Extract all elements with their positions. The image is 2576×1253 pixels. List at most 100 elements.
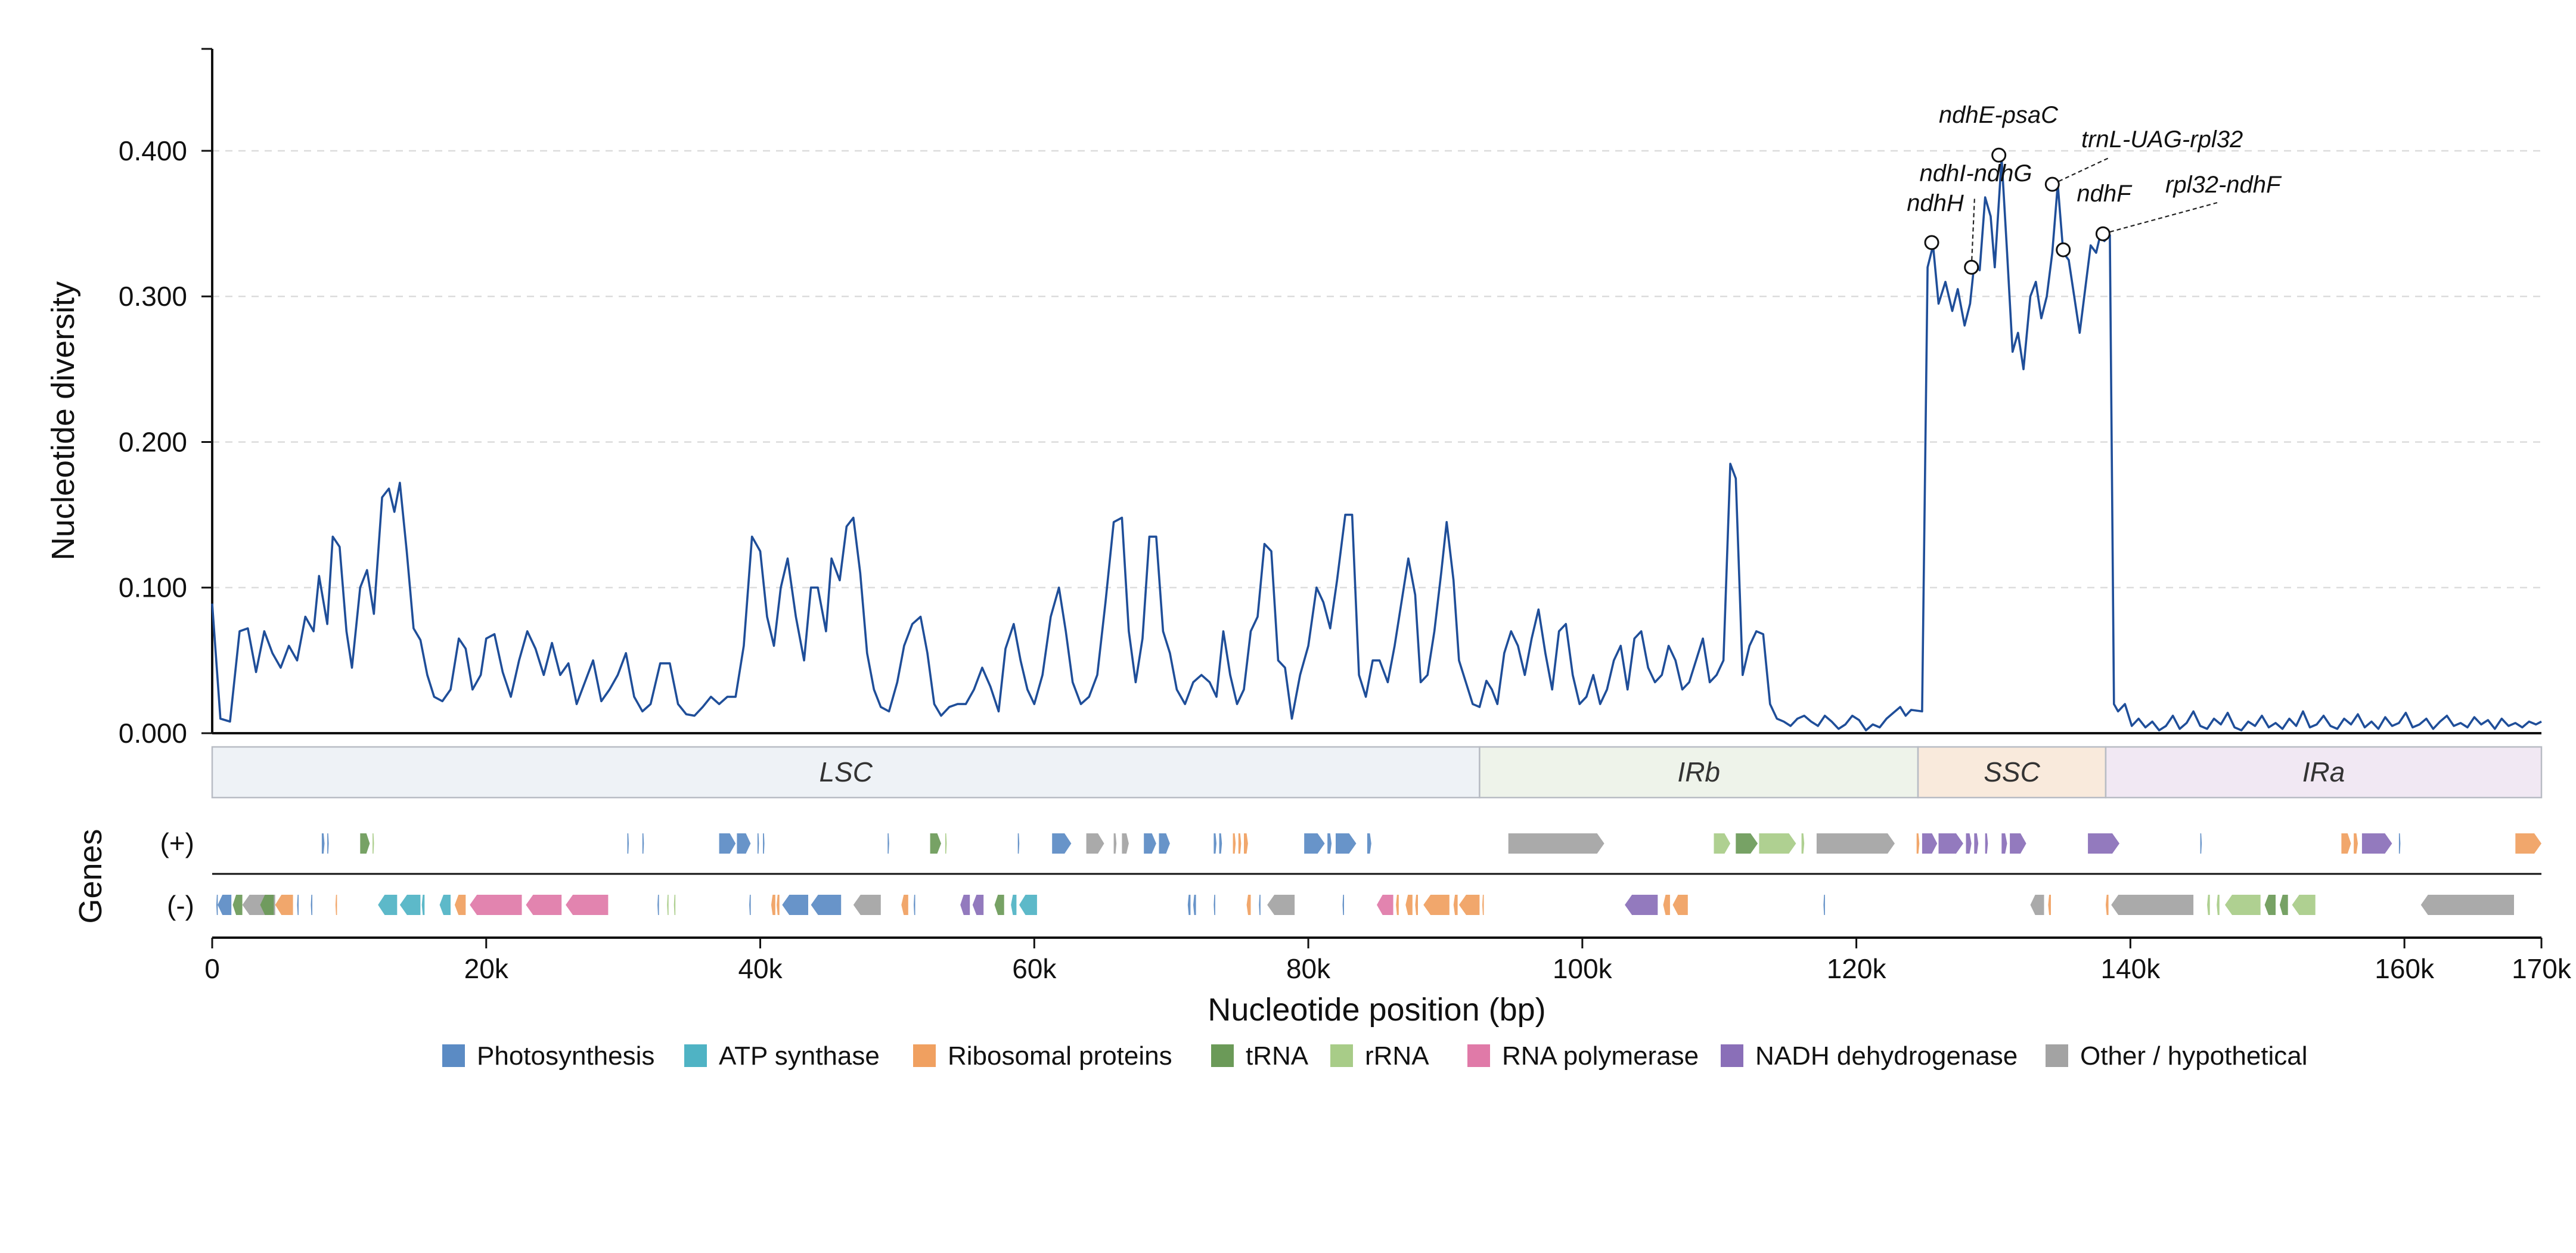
peak-label: ndhF	[2077, 181, 2133, 207]
legend-label: ATP synthase	[719, 1041, 880, 1071]
gene-block	[218, 895, 232, 915]
gene-block	[2207, 895, 2210, 915]
legend-label: Other / hypothetical	[2080, 1041, 2308, 1071]
gene-block	[378, 895, 398, 915]
gene-block	[930, 833, 941, 854]
legend-swatch	[1721, 1044, 1743, 1067]
gene-block	[627, 833, 629, 854]
legend-swatch	[442, 1044, 465, 1067]
gene-block	[1985, 833, 1988, 854]
peak-label: trnL-UAG-rpl32	[2081, 126, 2243, 153]
gene-block	[914, 895, 915, 915]
legend: Photosynthesis ATP synthase Ribosomal prot…	[442, 1041, 2308, 1071]
gene-block	[719, 833, 736, 854]
y-axis-title: Nucleotide diversity	[45, 281, 81, 560]
gene-block	[1219, 833, 1222, 854]
x-tick-label: 60k	[1012, 953, 1057, 984]
peak-leader-line	[1970, 196, 1976, 268]
gene-block	[470, 895, 522, 915]
peak-marker	[2056, 242, 2071, 258]
gene-block	[1672, 895, 1688, 915]
gene-block	[1267, 895, 1295, 915]
y-tick-label: 0.100	[119, 572, 187, 603]
gene-block	[972, 895, 984, 915]
plus-strand-genes	[321, 833, 2541, 854]
x-tick-label: 140k	[2100, 953, 2161, 984]
gene-block	[1801, 833, 1805, 854]
gene-block	[399, 895, 421, 915]
gene-block	[1187, 895, 1191, 915]
x-tick-label: 160k	[2375, 953, 2435, 984]
gene-block	[1193, 895, 1196, 915]
gene-block	[2111, 895, 2194, 915]
gene-block	[421, 895, 425, 915]
gene-block	[994, 895, 1004, 915]
gene-block	[887, 833, 889, 854]
gene-block	[960, 895, 970, 915]
legend-label: Photosynthesis	[477, 1041, 654, 1071]
gene-block	[566, 895, 609, 915]
minus-strand-label: (-)	[167, 890, 194, 921]
legend-swatch	[1211, 1044, 1234, 1067]
legend-label: tRNA	[1246, 1041, 1309, 1071]
gene-block	[1396, 895, 1399, 915]
region-label: SSC	[1984, 756, 2040, 787]
gene-block	[1714, 833, 1731, 854]
gene-block	[1327, 833, 1332, 854]
region-label: IRa	[2302, 756, 2345, 787]
x-tick-label: 80k	[1286, 953, 1331, 984]
gene-block	[360, 833, 370, 854]
gene-block	[335, 895, 337, 915]
x-tick-label: 120k	[1827, 953, 1887, 984]
gene-block	[771, 895, 775, 915]
legend-swatch	[1330, 1044, 1353, 1067]
gene-block	[373, 833, 374, 854]
peak-marker	[2044, 176, 2060, 192]
gene-block	[2420, 895, 2514, 915]
region-label: LSC	[819, 756, 873, 787]
gene-block	[642, 833, 644, 854]
x-tick-label: 100k	[1553, 953, 1613, 984]
gene-block	[1823, 895, 1825, 915]
gene-block	[757, 833, 759, 854]
plus-strand-label: (+)	[160, 827, 195, 858]
gene-block	[1342, 895, 1344, 915]
gene-block	[311, 895, 312, 915]
gene-block	[1367, 833, 1371, 854]
gene-block	[2106, 895, 2109, 915]
gene-block	[1508, 833, 1604, 854]
gene-block	[782, 895, 808, 915]
gene-block	[1423, 895, 1450, 915]
gene-block	[2048, 895, 2051, 915]
gene-block	[2088, 833, 2119, 854]
genes-track-title: Genes	[73, 829, 108, 923]
gene-block	[749, 895, 751, 915]
gene-block	[1238, 833, 1242, 854]
gene-block	[945, 833, 947, 854]
gene-block	[297, 895, 299, 915]
x-axis: 0 20k 40k 60k 80k 100k 120k 140k 160k 170k Nucleo…	[204, 936, 2572, 1028]
peak-marker	[1924, 235, 1939, 250]
gene-block	[1922, 833, 1938, 854]
gene-block	[1052, 833, 1072, 854]
x-tick-label: 20k	[464, 953, 509, 984]
gene-block	[2264, 895, 2276, 915]
x-tick-label: 170k	[2512, 953, 2572, 984]
gene-block	[275, 895, 293, 915]
y-tick-label: 0.400	[119, 135, 187, 166]
gene-block	[1017, 833, 1020, 854]
gene-block	[1213, 895, 1215, 915]
gene-block	[1458, 895, 1480, 915]
legend-label: RNA polymerase	[1502, 1041, 1699, 1071]
peak-leader-line	[2103, 201, 2218, 235]
gene-block	[1759, 833, 1796, 854]
x-tick-label: 40k	[738, 953, 783, 984]
gene-block	[1663, 895, 1670, 915]
gene-block	[439, 895, 451, 915]
gene-block	[737, 833, 751, 854]
legend-label: Ribosomal proteins	[948, 1041, 1172, 1071]
y-axis-ticks: 0.000 0.100 0.200 0.300 0.400	[119, 48, 212, 749]
peak-label: rpl32-ndhF	[2165, 172, 2282, 198]
region-ssc	[1917, 746, 2107, 799]
